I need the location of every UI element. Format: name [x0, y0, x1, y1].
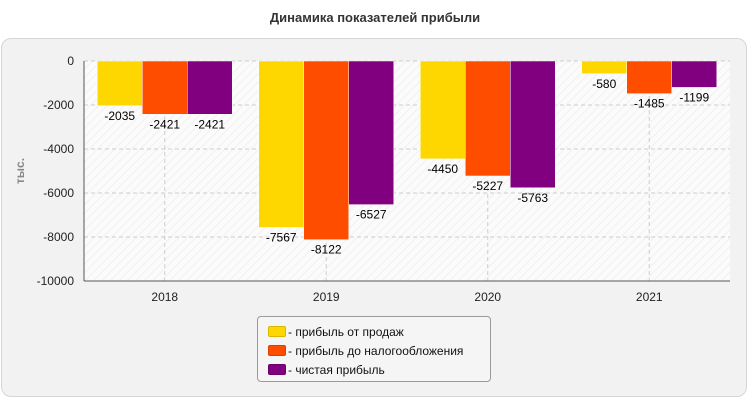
chart-title: Динамика показателей прибыли: [269, 10, 481, 25]
data-label-2018-series-1: -2035: [104, 109, 135, 123]
data-label-2021-series-2: -1485: [634, 97, 665, 111]
data-label-2020-series-3: -5763: [517, 191, 548, 205]
bar-2021-series-3: [671, 60, 717, 88]
data-label-2019-series-1: -7567: [266, 230, 297, 244]
legend-swatch-pretax-profit: [268, 345, 286, 356]
x-tick-label-2019: 2019: [313, 290, 340, 304]
chart-legend: - прибыль от продаж - прибыль до налогоо…: [257, 316, 491, 382]
data-label-2019-series-3: -6527: [356, 208, 387, 222]
legend-item-sales-profit: - прибыль от продаж: [268, 322, 490, 341]
y-tick-label-0: 0: [67, 54, 74, 68]
legend-label-pretax-profit: - прибыль до налогообложения: [288, 343, 464, 358]
legend-label-sales-profit: - прибыль от продаж: [288, 324, 404, 339]
bar-2019-series-2: [303, 60, 349, 240]
bar-2021-series-1: [581, 60, 627, 75]
data-label-2018-series-3: -2421: [194, 117, 225, 131]
bar-2020-series-1: [420, 60, 466, 160]
x-tick-label-2021: 2021: [636, 290, 663, 304]
y-tick-label--10000: -10000: [37, 274, 75, 288]
y-axis-title: тыс.: [13, 158, 27, 184]
data-label-2020-series-1: -4450: [427, 162, 458, 176]
legend-label-net-profit: - чистая прибыль: [288, 362, 385, 377]
legend-swatch-sales-profit: [268, 326, 286, 337]
bar-2018-series-1: [97, 60, 143, 107]
bar-2019-series-1: [258, 60, 304, 228]
bar-2021-series-2: [626, 60, 672, 94]
data-label-2021-series-1: -580: [592, 77, 616, 91]
bar-2019-series-3: [348, 60, 394, 205]
data-label-2020-series-2: -5227: [472, 179, 503, 193]
y-tick-label--2000: -2000: [43, 98, 74, 112]
x-tick-label-2020: 2020: [474, 290, 501, 304]
data-label-2018-series-2: -2421: [149, 117, 180, 131]
bar-2018-series-3: [187, 60, 233, 115]
legend-item-pretax-profit: - прибыль до налогообложения: [268, 341, 490, 360]
bar-2018-series-2: [142, 60, 188, 115]
y-tick-label--4000: -4000: [43, 142, 74, 156]
bar-2020-series-2: [465, 60, 511, 177]
y-tick-label--6000: -6000: [43, 186, 74, 200]
y-tick-label--8000: -8000: [43, 230, 74, 244]
data-label-2021-series-3: -1199: [679, 90, 709, 104]
x-tick-label-2018: 2018: [151, 290, 178, 304]
legend-swatch-net-profit: [268, 364, 286, 375]
legend-item-net-profit: - чистая прибыль: [268, 360, 490, 379]
bar-2020-series-3: [510, 60, 556, 189]
data-label-2019-series-2: -8122: [311, 243, 342, 257]
